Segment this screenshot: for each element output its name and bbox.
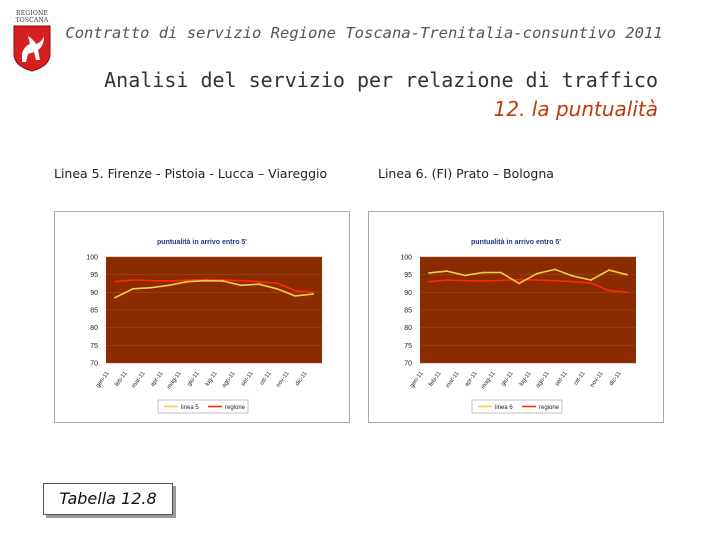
logo-text-line2: TOSCANA [15, 17, 49, 24]
data-point [168, 280, 170, 282]
pegasus-shield-icon [13, 25, 51, 72]
data-point [482, 271, 484, 274]
y-tick-label: 95 [90, 272, 98, 279]
data-point [312, 291, 314, 294]
y-tick-label: 100 [86, 255, 98, 262]
y-tick-label: 70 [404, 361, 412, 368]
y-tick-label: 80 [90, 325, 98, 332]
data-point [132, 287, 134, 290]
data-point [518, 282, 520, 285]
data-point [294, 294, 296, 297]
chart-caption-linea6: Linea 6. (FI) Prato – Bologna [378, 166, 554, 181]
chart-caption-linea5: Linea 5. Firenze - Pistoia - Lucca – Via… [54, 166, 328, 181]
data-point [608, 269, 610, 271]
data-point [276, 282, 278, 285]
legend-label: regione [539, 405, 560, 411]
regione-toscana-logo: REGIONE TOSCANA [10, 10, 54, 72]
data-point [536, 279, 538, 281]
data-point [626, 291, 628, 294]
data-point [446, 270, 448, 273]
chart-linea6: puntualità in arrivo entro 5' 100 95 90 85 80… [368, 211, 664, 423]
legend-box [471, 399, 563, 414]
series-line-0 [114, 279, 314, 299]
legend-box [157, 399, 249, 414]
data-point [554, 279, 556, 282]
data-point [536, 272, 538, 275]
data-point [150, 286, 152, 289]
data-point [312, 293, 314, 295]
table-label: Tabella 12.8 [43, 483, 173, 515]
data-point [572, 275, 574, 277]
data-point [626, 273, 628, 276]
data-point [186, 280, 188, 283]
data-point [518, 278, 520, 281]
legend-label: regione [225, 405, 246, 411]
data-point [428, 272, 430, 274]
y-tick-label: 90 [90, 290, 98, 297]
series-line-1 [428, 278, 628, 294]
data-point [482, 280, 484, 282]
chart-title: puntualità in arrivo entro 5' [471, 239, 561, 246]
y-tick-label: 80 [404, 325, 412, 332]
data-point [240, 284, 242, 287]
data-point [114, 296, 116, 299]
data-point [428, 280, 430, 283]
data-point [276, 287, 278, 290]
data-point [294, 289, 296, 292]
y-tick-label: 85 [90, 308, 98, 315]
data-point [258, 283, 260, 286]
logo-text-line1: REGIONE [15, 10, 48, 17]
y-tick-label: 75 [90, 343, 98, 350]
data-point [186, 279, 188, 282]
data-point [132, 279, 134, 281]
data-point [114, 280, 116, 283]
y-tick-label: 90 [404, 290, 412, 297]
legend-label: linea 5 [181, 405, 199, 411]
data-point [464, 274, 466, 277]
data-point [258, 280, 260, 283]
series-line-1 [114, 278, 314, 294]
data-point [572, 280, 574, 283]
data-point [608, 289, 610, 292]
data-point [240, 279, 242, 282]
data-point [464, 279, 466, 282]
data-point [168, 284, 170, 287]
legend-label: linea 6 [495, 405, 513, 411]
data-point [500, 279, 502, 282]
data-point [500, 271, 502, 274]
data-point [446, 279, 448, 281]
y-tick-label: 100 [400, 255, 412, 262]
data-point [204, 279, 206, 282]
chart-linea5: puntualità in arrivo entro 5' 100 95 90 85 80… [54, 211, 350, 423]
y-tick-label: 75 [404, 343, 412, 350]
page-title: Analisi del servizio per relazione di tr… [104, 68, 658, 92]
page-subtitle: 12. la puntualità [493, 97, 658, 121]
chart-title: puntualità in arrivo entro 5' [157, 239, 247, 246]
data-point [554, 268, 556, 271]
data-point [590, 282, 592, 285]
data-point [590, 279, 592, 281]
header-title: Contratto di servizio Regione Toscana-Tr… [65, 24, 663, 42]
data-point [150, 279, 152, 282]
y-tick-label: 70 [90, 361, 98, 368]
series-line-0 [428, 268, 628, 285]
data-point [222, 280, 224, 282]
y-tick-label: 95 [404, 272, 412, 279]
y-tick-label: 85 [404, 308, 412, 315]
